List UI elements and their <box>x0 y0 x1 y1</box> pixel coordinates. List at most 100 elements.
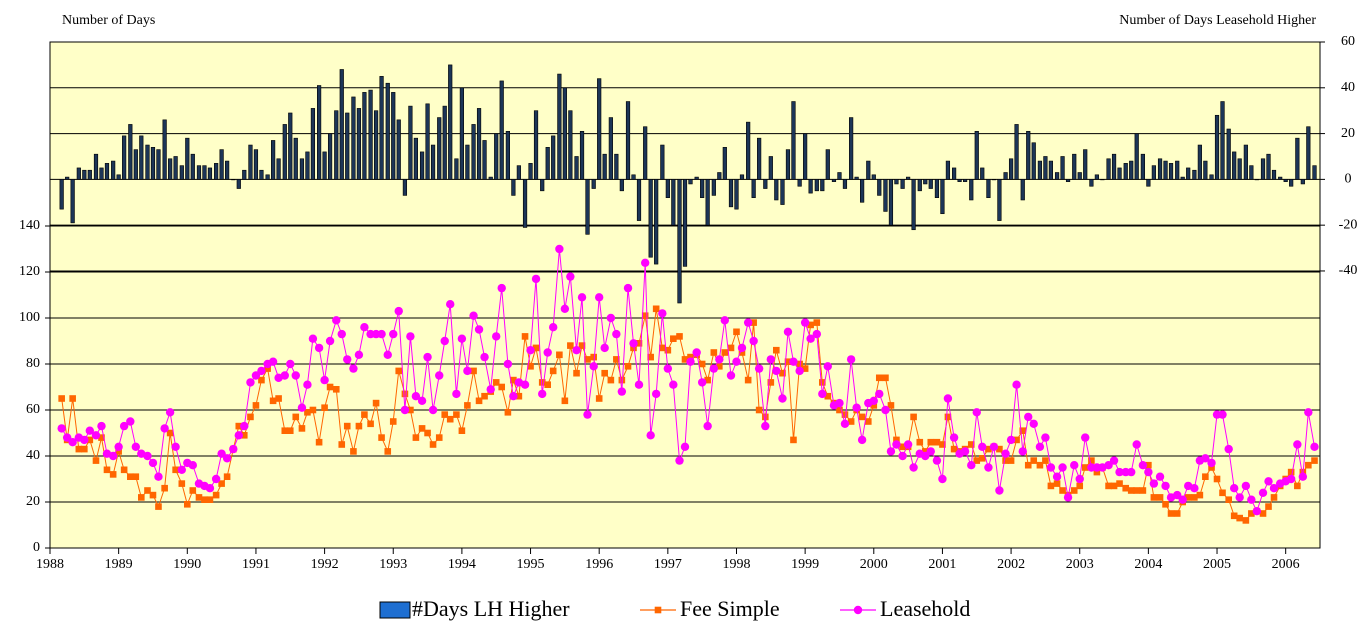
marker <box>960 447 970 456</box>
marker <box>835 398 844 408</box>
bar <box>133 149 138 180</box>
marker <box>292 413 300 421</box>
marker <box>401 390 409 398</box>
marker <box>1265 503 1272 510</box>
bar <box>945 160 951 180</box>
bar <box>1226 128 1231 180</box>
bar <box>1037 160 1043 180</box>
bar <box>625 101 631 180</box>
marker <box>697 378 707 387</box>
bar <box>888 179 894 226</box>
bar <box>1289 179 1294 187</box>
x-tick-label: 1998 <box>722 557 750 572</box>
marker <box>1149 479 1159 488</box>
bar <box>854 176 859 180</box>
marker <box>481 392 488 400</box>
bar <box>688 179 693 185</box>
marker <box>86 436 94 444</box>
marker <box>892 440 901 449</box>
x-tick-label: 2001 <box>928 557 956 572</box>
marker <box>395 367 403 375</box>
bar <box>494 133 499 180</box>
marker <box>1052 472 1062 481</box>
marker <box>429 441 437 448</box>
bar <box>894 179 899 185</box>
y-tick-label: 140 <box>19 218 40 233</box>
marker <box>737 343 747 353</box>
marker <box>394 306 403 316</box>
y-tick-label: 80 <box>26 356 40 371</box>
bar <box>448 64 453 180</box>
marker <box>453 411 460 418</box>
bar <box>482 140 487 180</box>
marker <box>377 329 386 339</box>
marker <box>573 369 580 377</box>
marker <box>870 402 878 409</box>
marker <box>996 445 1003 453</box>
bar <box>597 78 602 180</box>
x-tick-label: 1990 <box>173 557 201 572</box>
marker <box>618 376 626 384</box>
bar <box>1237 158 1242 180</box>
marker <box>172 466 179 474</box>
marker <box>973 457 981 464</box>
bar <box>1060 156 1065 180</box>
bar <box>59 179 64 210</box>
marker <box>1242 517 1250 524</box>
marker <box>446 415 454 423</box>
marker <box>1012 380 1021 389</box>
marker <box>1173 490 1182 500</box>
marker <box>1104 461 1113 470</box>
marker <box>646 431 655 440</box>
x-tick-label: 1997 <box>654 557 682 572</box>
marker <box>1042 457 1049 464</box>
marker <box>206 496 214 503</box>
marker <box>1018 447 1027 456</box>
marker <box>520 380 530 389</box>
marker <box>927 438 935 446</box>
bar <box>757 137 762 180</box>
bar <box>1300 179 1305 185</box>
marker <box>515 392 523 400</box>
bar <box>385 82 390 180</box>
marker <box>258 376 265 384</box>
marker <box>754 364 764 373</box>
bar <box>717 172 722 180</box>
marker <box>1235 493 1244 502</box>
marker <box>978 442 987 451</box>
x-tick-label: 1999 <box>791 557 819 572</box>
marker <box>1047 482 1055 490</box>
x-tick-label: 1991 <box>242 557 270 572</box>
marker <box>743 318 753 327</box>
bar <box>1072 153 1077 180</box>
bar <box>379 76 384 180</box>
bar <box>533 110 539 180</box>
marker <box>218 480 225 487</box>
marker <box>183 501 191 508</box>
x-tick-label: 2003 <box>1066 557 1094 572</box>
marker <box>1294 482 1301 490</box>
marker <box>303 380 312 389</box>
bar <box>1106 158 1111 180</box>
bar <box>528 163 533 180</box>
marker <box>205 484 215 493</box>
marker <box>1310 442 1319 451</box>
marker <box>899 443 906 451</box>
bar <box>562 87 567 180</box>
marker <box>875 389 884 399</box>
marker <box>526 346 535 355</box>
marker <box>1070 461 1079 470</box>
y2-tick-label: 20 <box>1341 126 1355 141</box>
marker <box>166 429 174 437</box>
marker <box>1001 449 1010 458</box>
marker <box>354 350 364 359</box>
bar <box>551 135 556 180</box>
bar <box>104 163 110 180</box>
marker <box>1063 493 1073 502</box>
bar <box>425 103 430 180</box>
y-tick-label: 120 <box>19 264 40 279</box>
bar <box>459 87 464 180</box>
marker <box>1075 474 1084 484</box>
bar <box>711 179 716 196</box>
